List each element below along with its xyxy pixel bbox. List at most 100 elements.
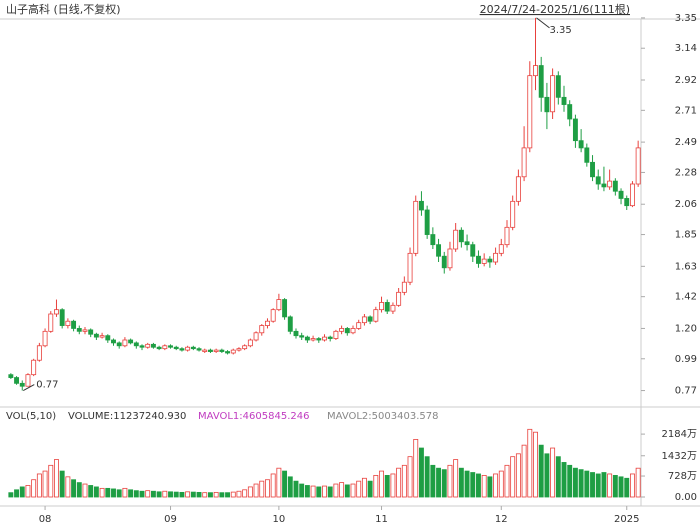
x-tick-label: 09 — [164, 514, 177, 525]
candle-body — [25, 374, 31, 387]
candle-body — [236, 348, 242, 351]
candle-body — [133, 342, 139, 347]
candle-body — [390, 304, 396, 312]
y-tick-label: 1.42 — [675, 292, 697, 303]
mavol1: MAVOL1:4605845.246 — [198, 411, 309, 422]
volume-bar — [59, 470, 65, 498]
volume-bar — [202, 492, 208, 498]
volume-bar — [624, 477, 630, 498]
candle-body — [527, 75, 533, 149]
volume-bar — [276, 467, 282, 498]
volume-bar — [521, 444, 527, 498]
volume-bar — [65, 476, 71, 498]
y-tick-label: 2.71 — [675, 105, 697, 116]
volume-bar — [287, 476, 293, 498]
volume-bar — [253, 483, 259, 498]
candle-body — [493, 252, 499, 263]
candle-body — [344, 328, 350, 334]
volume-bar — [213, 491, 219, 498]
volume-bar — [139, 490, 145, 498]
candle-body — [447, 248, 453, 269]
volume-bar — [322, 485, 327, 498]
candle-body — [458, 229, 464, 243]
candle-body — [384, 302, 390, 312]
volume-bar — [458, 467, 464, 498]
candle-body — [601, 183, 607, 188]
y-tick-label: 0.77 — [675, 386, 697, 397]
y-tick-label: 3.14 — [675, 43, 697, 54]
candle-body — [8, 374, 14, 378]
candle-body — [595, 176, 601, 185]
volume-bar — [436, 467, 442, 498]
candle-body — [584, 147, 590, 163]
candle-body — [327, 336, 333, 339]
candle-body — [82, 329, 88, 332]
candle-body — [436, 244, 442, 257]
volume-bar — [19, 486, 25, 498]
candle-body — [139, 345, 145, 348]
volume-bar — [367, 480, 373, 498]
candle-body — [105, 335, 111, 341]
volume-bar — [190, 491, 196, 498]
candle-body — [247, 339, 253, 347]
volume-bar — [247, 486, 253, 498]
candle-body — [379, 302, 384, 311]
volume-bar — [327, 486, 333, 498]
volume-bar — [99, 487, 105, 498]
volume-bar — [304, 485, 310, 498]
volume-bar — [150, 490, 156, 498]
volume-bar — [418, 447, 424, 498]
volume-bar — [379, 470, 384, 498]
candle-body — [145, 343, 151, 348]
volume-bar — [578, 469, 584, 498]
volume-bar — [396, 467, 402, 498]
candle-body — [173, 346, 179, 350]
y-tick-label: 2.92 — [675, 75, 697, 86]
candle-body — [476, 255, 481, 264]
volume-bar — [430, 464, 436, 498]
y-tick-label: 0.99 — [675, 354, 697, 365]
volume-bar — [116, 489, 122, 498]
candle-body — [350, 328, 356, 334]
candle-body — [515, 176, 521, 202]
volume-bar — [567, 464, 573, 498]
volume-bar — [82, 483, 88, 498]
volume-bar — [133, 490, 139, 498]
candle-body — [464, 241, 470, 246]
candle-body — [470, 244, 476, 257]
volume-bar — [145, 490, 151, 498]
candle-body — [282, 299, 288, 318]
volume-bar — [293, 480, 299, 498]
candle-body — [612, 180, 618, 192]
volume-bar — [88, 485, 94, 498]
candle-body — [88, 329, 94, 335]
volume-bar — [401, 464, 407, 498]
candle-body — [54, 309, 59, 315]
volume-bar — [550, 447, 556, 498]
candle-body — [185, 346, 191, 351]
volume-bar — [601, 472, 607, 498]
max-label: 3.35 — [550, 25, 572, 36]
candle-body — [36, 345, 42, 361]
volume-bar — [504, 464, 510, 498]
volume-bar — [93, 486, 99, 498]
vol-tick-label: 728万 — [668, 471, 697, 482]
volume-bar — [384, 474, 390, 498]
candle-body — [396, 291, 402, 306]
volume-bar — [31, 479, 37, 498]
volume-bar — [498, 470, 504, 498]
candle-body — [242, 345, 248, 350]
candle-body — [322, 336, 327, 341]
volume-bar — [356, 480, 362, 498]
candle-body — [441, 255, 447, 269]
x-tick-label: 10 — [273, 514, 286, 525]
volume-bar — [282, 470, 288, 498]
candle-body — [373, 309, 379, 322]
candle-body — [122, 339, 128, 347]
candle-body — [356, 322, 362, 329]
candle-body — [572, 118, 578, 142]
volume-bar — [185, 491, 191, 498]
candle-body — [304, 336, 310, 341]
candle-body — [424, 209, 430, 235]
candle-body — [93, 333, 99, 338]
